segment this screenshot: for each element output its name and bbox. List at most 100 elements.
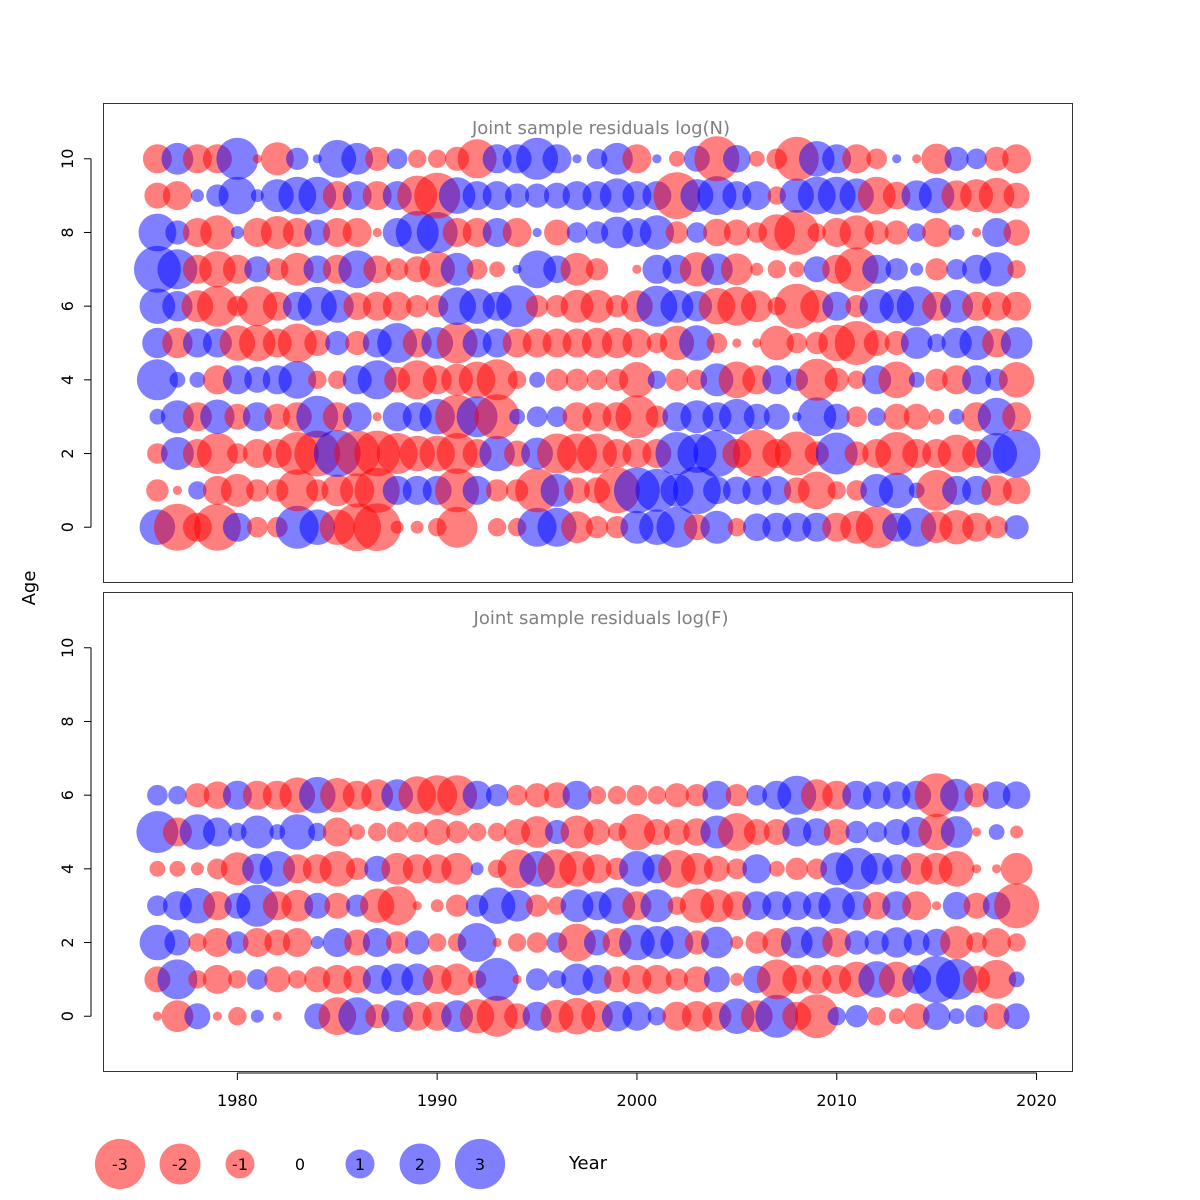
bubble xyxy=(643,819,670,845)
bubble xyxy=(878,472,915,509)
bubble xyxy=(645,405,669,428)
bubble xyxy=(703,855,730,882)
bubble xyxy=(763,819,790,845)
bubble xyxy=(723,476,751,505)
bubble xyxy=(748,150,765,167)
bubble xyxy=(582,854,612,884)
bubble xyxy=(382,402,412,432)
bubble xyxy=(220,473,254,507)
bubble xyxy=(308,822,327,842)
bubble xyxy=(642,254,672,284)
bubble xyxy=(286,147,309,170)
bubble xyxy=(466,259,488,280)
bubble xyxy=(196,433,238,474)
bubble xyxy=(230,226,244,239)
bubble xyxy=(190,862,204,876)
bubble xyxy=(706,332,728,354)
bubble xyxy=(372,227,382,238)
bubble xyxy=(242,928,272,957)
bubble xyxy=(884,220,909,245)
y-tick-label: 0 xyxy=(58,1011,77,1021)
bubble xyxy=(1000,852,1033,885)
bubble xyxy=(341,142,374,175)
bubble xyxy=(526,932,548,953)
bubble xyxy=(932,901,942,911)
bubble xyxy=(927,333,946,353)
bubble xyxy=(782,964,812,994)
bubble xyxy=(182,328,212,358)
bubble xyxy=(509,408,525,425)
bubble xyxy=(227,443,248,464)
bubble xyxy=(288,970,307,989)
bubble xyxy=(250,189,264,203)
bubble xyxy=(144,182,171,209)
bubble xyxy=(504,1003,531,1030)
bubble xyxy=(962,512,992,542)
bubble xyxy=(1007,260,1026,279)
bubble xyxy=(162,181,192,211)
bubble xyxy=(822,780,852,810)
bubble xyxy=(412,901,422,911)
bubble xyxy=(322,181,352,211)
bubbles-log-f xyxy=(136,773,1040,1039)
bubble xyxy=(507,933,527,952)
bubble xyxy=(525,783,550,808)
bubble xyxy=(942,475,972,505)
bubble xyxy=(281,889,314,922)
bubble xyxy=(344,929,371,956)
bubble xyxy=(564,477,590,504)
bubble xyxy=(560,252,594,286)
bubble xyxy=(977,959,1017,999)
bubble xyxy=(475,957,519,1001)
bubble xyxy=(1000,327,1033,359)
bubble xyxy=(902,891,932,921)
bubble xyxy=(547,970,567,989)
bubble xyxy=(342,181,372,211)
bubble xyxy=(663,819,690,845)
bubble xyxy=(246,516,268,538)
bubble xyxy=(788,261,805,278)
bubble xyxy=(562,780,592,810)
bubble xyxy=(406,821,428,843)
bubble xyxy=(782,512,812,542)
bubble xyxy=(506,784,528,806)
bubble xyxy=(162,327,193,359)
bubble xyxy=(700,510,734,544)
bubble xyxy=(467,822,487,842)
bubble xyxy=(188,970,207,989)
bubble xyxy=(561,511,593,544)
bubble xyxy=(222,512,252,542)
bubble xyxy=(622,144,652,174)
bubble xyxy=(322,817,352,847)
bubble xyxy=(846,406,867,428)
bubble xyxy=(762,891,792,921)
bubble xyxy=(441,852,473,885)
bubble xyxy=(580,289,614,323)
bubble xyxy=(656,506,698,548)
bubble xyxy=(157,959,198,1000)
y-tick-label: 2 xyxy=(58,937,77,947)
legend-bubble xyxy=(399,1143,441,1185)
bubble xyxy=(147,895,168,916)
bubble xyxy=(864,220,889,245)
bubble xyxy=(202,928,232,957)
bubble xyxy=(525,968,549,991)
bubble xyxy=(618,813,656,851)
bubble xyxy=(386,148,408,170)
bubble xyxy=(304,219,331,246)
bubble xyxy=(717,813,756,851)
bubble xyxy=(526,406,548,428)
bubble xyxy=(462,780,492,810)
bubble xyxy=(866,821,887,843)
bubble xyxy=(665,968,689,991)
bubble xyxy=(981,475,1012,506)
bubble xyxy=(822,291,852,321)
bubble xyxy=(962,365,992,395)
bubble xyxy=(250,1009,264,1023)
bubble xyxy=(669,150,685,167)
bubble xyxy=(147,784,168,806)
bubble xyxy=(862,254,892,284)
bubble xyxy=(228,970,247,989)
bubble xyxy=(965,1005,988,1028)
x-tick-label: 2010 xyxy=(816,1091,857,1110)
